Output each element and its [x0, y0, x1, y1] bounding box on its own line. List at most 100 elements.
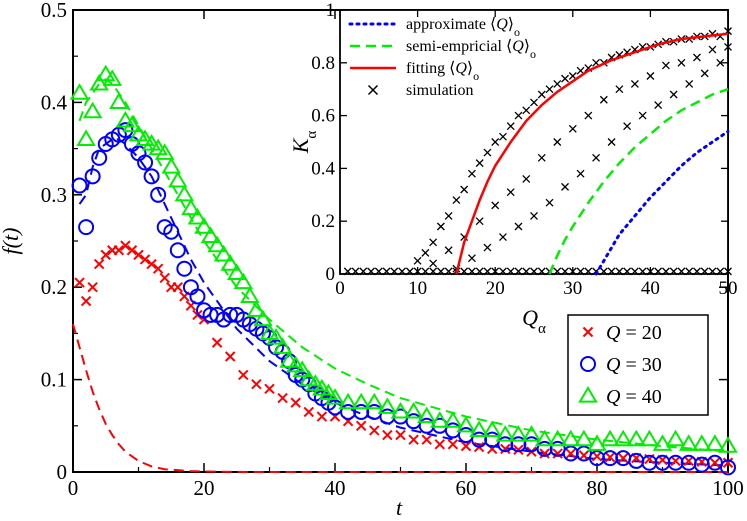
- series-3-point: [148, 138, 168, 156]
- simulation-point: [638, 267, 647, 276]
- inset-x-tick-label: 0: [335, 278, 345, 299]
- series-1-point: [172, 281, 184, 293]
- simulation-point: [661, 61, 670, 70]
- series-3-point: [547, 429, 568, 447]
- simulation-point: [522, 267, 531, 276]
- simulation-point: [646, 267, 655, 276]
- series-1-point: [80, 295, 92, 307]
- simulation-point: [700, 267, 709, 276]
- simulation-point: [491, 267, 500, 276]
- simulation-point: [576, 267, 585, 276]
- inset-y-tick-label: 0.6: [311, 106, 335, 127]
- inset-legend-bracket-open: ⟨: [490, 16, 496, 33]
- series-3-point: [390, 401, 411, 419]
- inset-plot-frame: [339, 9, 729, 275]
- simulation-point: [374, 267, 383, 276]
- series-3-point: [253, 309, 273, 327]
- legend-value: = 30: [620, 354, 661, 376]
- inset-x-tick-label: 30: [563, 278, 582, 299]
- series-2-point: [720, 459, 736, 476]
- inset-legend-subscript: o: [473, 69, 479, 83]
- series-1-point: [100, 249, 111, 261]
- series-2-point: [150, 186, 167, 203]
- main-x-tick-label: 100: [712, 476, 744, 500]
- simulation-point: [716, 58, 725, 67]
- series-3-point: [482, 420, 502, 438]
- series-1-point: [277, 392, 288, 404]
- inset-y-tick-label: 0.2: [311, 211, 335, 232]
- simulation-point: [545, 85, 554, 94]
- simulation-point: [630, 79, 639, 88]
- series-3-point: [233, 272, 254, 290]
- simulation-point: [592, 153, 601, 162]
- inset-legend-bracket-close: ⟩: [508, 16, 514, 33]
- inset-legend-prefix: semi-empricial: [406, 38, 506, 55]
- series-3-point: [587, 434, 607, 451]
- series-1-point: [447, 439, 459, 450]
- main-y-tick-label: 0: [57, 460, 68, 484]
- main-y-tick-label: 0.1: [41, 368, 67, 392]
- series-1-point: [408, 434, 419, 445]
- series-3-point: [220, 254, 240, 271]
- simulation-point: [506, 122, 515, 131]
- series-1-point: [74, 277, 85, 288]
- main-legend-box: [567, 314, 709, 416]
- series-1-point: [460, 440, 472, 452]
- series-1-point: [251, 379, 262, 390]
- simulation-point: [467, 254, 476, 263]
- inset-legend-var: Q: [512, 38, 524, 55]
- main-fit-curve-1: [72, 323, 728, 473]
- inset-x-axis-title: Qα: [522, 305, 546, 337]
- inset-x-axis-subscript: α: [538, 321, 546, 337]
- inset-y-tick-label: 0.4: [311, 158, 335, 179]
- simulation-point: [475, 267, 484, 276]
- series-3-point: [69, 83, 90, 100]
- series-3-point: [312, 378, 332, 396]
- simulation-point: [724, 267, 732, 276]
- series-1-point: [722, 457, 734, 468]
- series-3-point: [161, 157, 181, 174]
- series-1-point: [552, 448, 563, 459]
- simulation-point: [514, 267, 523, 276]
- simulation-point: [359, 267, 368, 276]
- series-1-point: [146, 258, 157, 270]
- simulation-point: [429, 259, 438, 268]
- main-y-ticks: 0 0.1 0.2 0.3 0.4 0.5: [41, 0, 728, 484]
- simulation-point: [669, 90, 678, 99]
- main-legend: Q = 20Q = 30Q = 40: [567, 314, 709, 416]
- series-3-point: [135, 129, 155, 146]
- series-3-point: [403, 401, 424, 419]
- simulation-point: [599, 267, 608, 276]
- series-1-point: [369, 425, 380, 436]
- simulation-point: [646, 72, 655, 80]
- simulation-point: [724, 43, 732, 51]
- series-2-point: [176, 260, 193, 277]
- inset-legend-bracket-open: ⟨: [449, 60, 455, 77]
- inset-y-tick-label: 0.8: [311, 53, 335, 74]
- series-3-point: [109, 92, 129, 109]
- simulation-point: [398, 267, 407, 276]
- series-3-point: [76, 129, 96, 146]
- series-3-point: [364, 392, 385, 410]
- simulation-point: [693, 267, 701, 276]
- simulation-point: [514, 111, 523, 120]
- main-y-tick-label: 0.3: [41, 183, 67, 207]
- inset-legend-label-3: fitting ⟨Q⟩o: [406, 60, 479, 83]
- simulation-point: [654, 101, 663, 109]
- series-1-point: [513, 444, 524, 456]
- legend-label-1: Q = 20: [606, 322, 662, 344]
- series-3-point: [154, 143, 175, 160]
- simulation-point: [390, 267, 399, 276]
- series-3-point: [534, 429, 555, 447]
- inset-legend-prefix: approximate: [406, 16, 490, 33]
- series-3-point: [338, 392, 358, 410]
- main-x-tick-label: 80: [587, 476, 608, 500]
- series-3-point: [272, 337, 293, 354]
- series-1-point: [355, 420, 367, 432]
- simulation-point: [584, 111, 593, 120]
- simulation-point: [475, 159, 484, 168]
- series-3-point: [266, 328, 286, 345]
- simulation-point: [499, 132, 507, 141]
